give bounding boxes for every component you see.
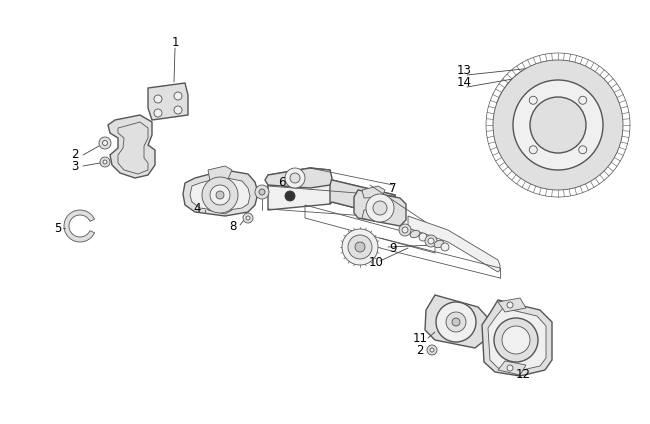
Text: 8: 8 [229,220,237,232]
Circle shape [366,194,394,222]
Circle shape [507,365,513,371]
Polygon shape [482,300,552,376]
Text: 6: 6 [278,176,286,190]
Circle shape [529,146,538,154]
Circle shape [243,213,253,223]
Text: 12: 12 [515,368,530,382]
Polygon shape [498,298,526,312]
Text: 4: 4 [193,203,201,215]
Polygon shape [578,121,598,156]
Circle shape [174,106,182,114]
Ellipse shape [410,230,420,238]
Circle shape [578,96,587,104]
Circle shape [174,92,182,100]
Polygon shape [498,361,526,375]
Circle shape [355,242,365,252]
Text: 14: 14 [456,75,471,89]
Text: 1: 1 [171,36,179,48]
Text: 9: 9 [389,242,396,254]
Circle shape [290,173,300,183]
Circle shape [402,227,408,233]
Circle shape [529,96,538,104]
Circle shape [246,216,250,220]
Text: 10: 10 [369,257,383,270]
Text: 5: 5 [55,221,62,234]
Polygon shape [208,166,232,181]
Circle shape [255,185,269,199]
Polygon shape [268,178,395,218]
Polygon shape [190,177,250,211]
Circle shape [285,168,305,188]
Circle shape [446,312,466,332]
Polygon shape [527,146,562,165]
Polygon shape [265,168,332,188]
Polygon shape [408,216,500,272]
Text: 11: 11 [413,332,428,344]
Polygon shape [425,295,488,348]
Circle shape [103,160,107,164]
Polygon shape [148,83,188,120]
Polygon shape [183,170,258,216]
Circle shape [342,229,378,265]
Polygon shape [108,115,155,178]
Circle shape [100,157,110,167]
Circle shape [427,345,437,355]
Text: 13: 13 [456,64,471,76]
Ellipse shape [434,240,444,248]
Circle shape [441,243,449,251]
Circle shape [399,224,411,236]
Circle shape [436,302,476,342]
Circle shape [202,177,238,213]
Circle shape [348,235,372,259]
Circle shape [154,109,162,117]
Circle shape [494,318,538,362]
Circle shape [493,60,623,190]
Text: 2: 2 [416,344,424,357]
Text: 7: 7 [389,181,396,195]
Polygon shape [554,85,589,104]
Circle shape [373,201,387,215]
Polygon shape [208,200,232,214]
Circle shape [530,97,586,153]
Circle shape [216,191,224,199]
Circle shape [259,189,265,195]
Polygon shape [354,190,406,226]
Circle shape [425,235,437,247]
Circle shape [210,185,230,205]
Circle shape [430,348,434,352]
Circle shape [513,80,603,170]
Circle shape [578,146,587,154]
Text: 2: 2 [72,148,79,162]
Polygon shape [268,168,330,188]
Polygon shape [64,210,94,242]
Polygon shape [518,94,538,129]
Circle shape [419,233,427,241]
Circle shape [502,326,530,354]
Polygon shape [330,178,395,218]
Polygon shape [488,308,546,371]
Polygon shape [362,186,385,198]
Circle shape [154,95,162,103]
Circle shape [103,140,107,145]
Circle shape [285,191,295,201]
Circle shape [99,137,111,149]
Polygon shape [362,210,385,222]
Circle shape [507,302,513,308]
Circle shape [452,318,460,326]
Text: 3: 3 [72,159,79,173]
Circle shape [428,238,434,244]
